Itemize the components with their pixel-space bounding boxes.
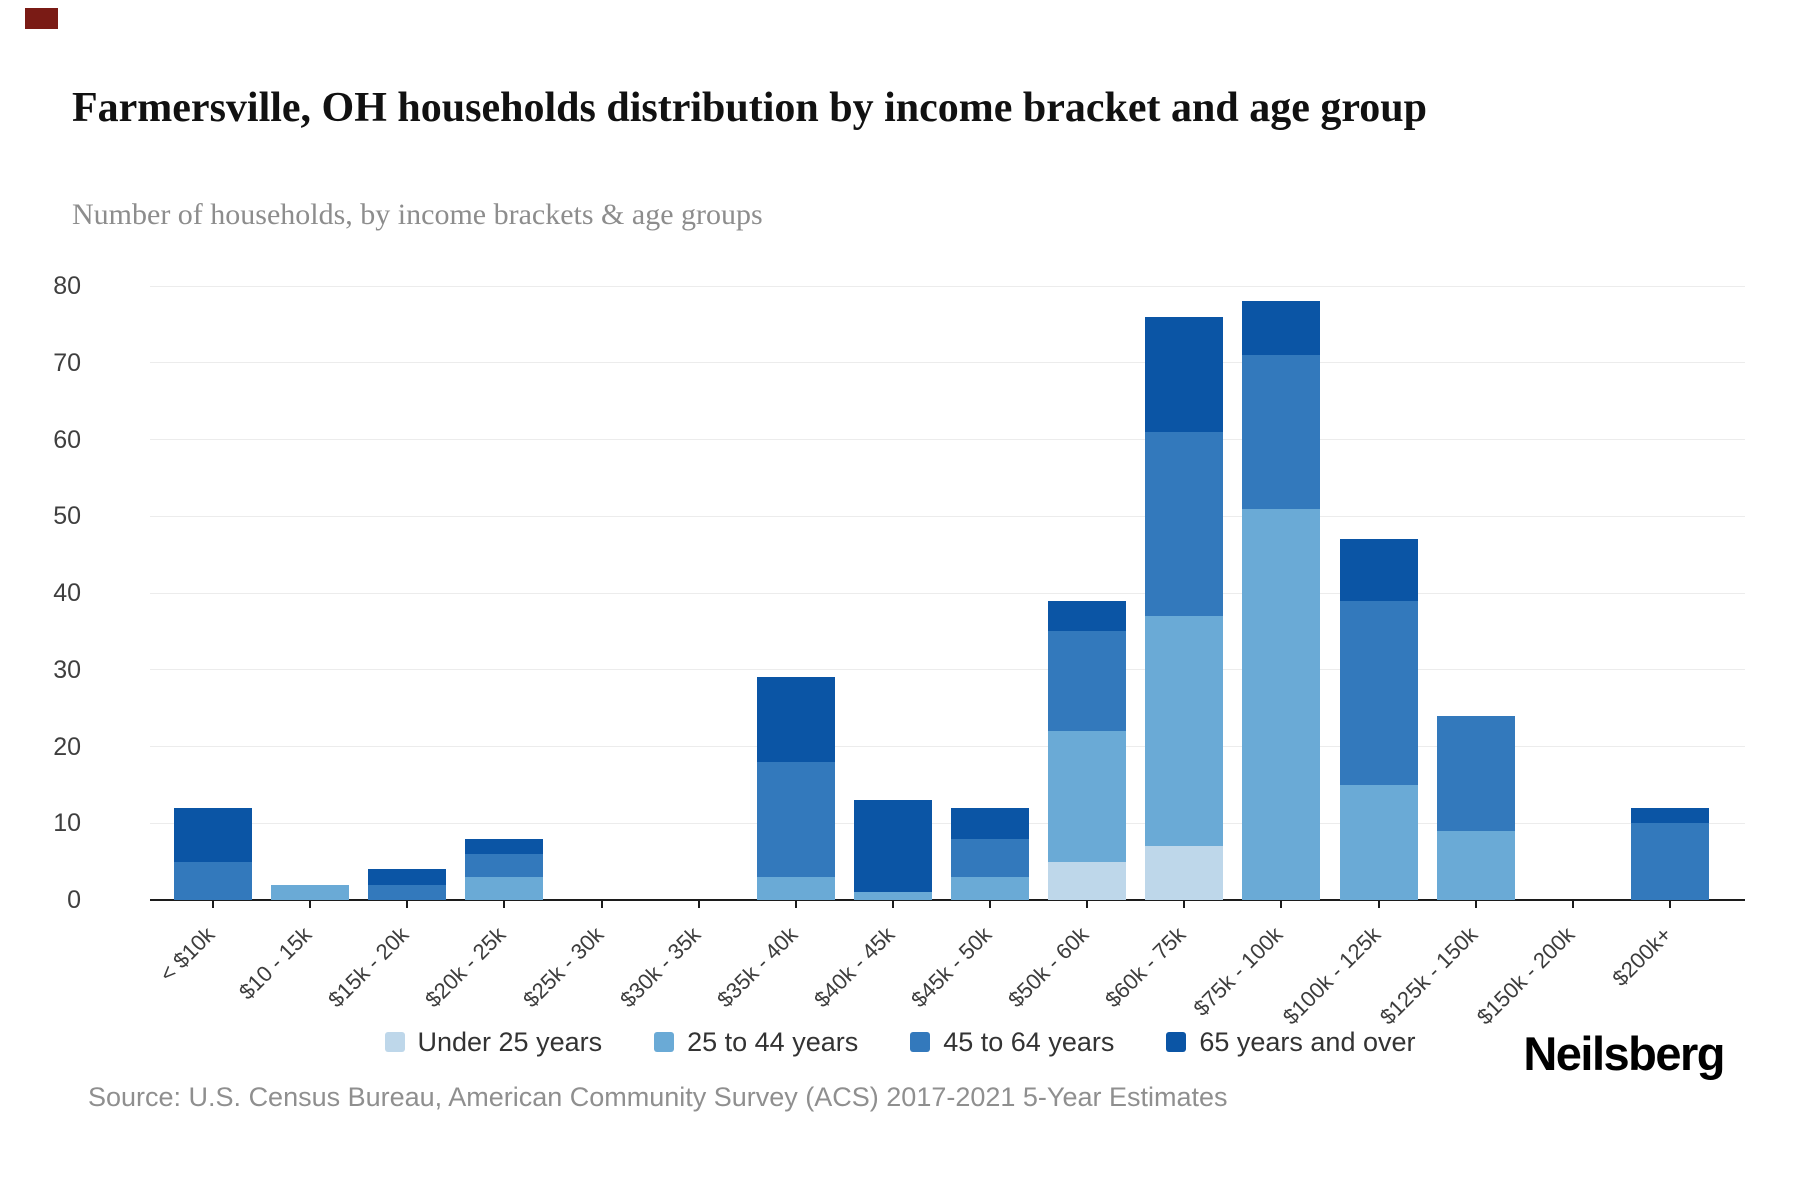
legend-item[interactable]: 25 to 44 years <box>654 1027 858 1058</box>
x-axis-tick <box>600 900 603 908</box>
gridline-y-10 <box>150 822 1745 824</box>
bar-segment-11[interactable] <box>1242 355 1321 509</box>
legend-swatch-icon <box>384 1032 405 1052</box>
x-axis-tick <box>309 900 312 908</box>
bar-segment-10[interactable] <box>1145 316 1224 432</box>
x-axis-tick <box>1474 900 1477 908</box>
x-axis-tick <box>891 900 894 908</box>
bar-segment-12[interactable] <box>1339 600 1418 785</box>
bar-segment-13[interactable] <box>1436 715 1515 831</box>
x-axis-tick <box>989 900 992 908</box>
gridline-y-80 <box>150 285 1745 287</box>
x-axis-tick <box>1377 900 1380 908</box>
gridline-y-60 <box>150 439 1745 440</box>
bar-segment-11[interactable] <box>1242 301 1321 356</box>
bar-segment-8[interactable] <box>951 838 1030 877</box>
bar-segment-8[interactable] <box>951 807 1030 839</box>
source-note: Source: U.S. Census Bureau, American Com… <box>88 1082 1228 1112</box>
bar-segment-10[interactable] <box>1145 431 1224 617</box>
legend-label: Under 25 years <box>417 1026 603 1057</box>
bar-segment-10[interactable] <box>1145 616 1224 847</box>
gridline-y-50 <box>150 515 1745 517</box>
bar-segment-2[interactable] <box>368 869 447 885</box>
bar-segment-1[interactable] <box>271 884 350 900</box>
bar-segment-0[interactable] <box>174 807 252 862</box>
y-axis-tick-label: 40 <box>53 579 81 607</box>
bar-segment-7[interactable] <box>853 892 932 900</box>
bar-segment-13[interactable] <box>1436 830 1515 900</box>
x-axis-tick <box>503 900 506 908</box>
bar-segment-9[interactable] <box>1048 861 1127 900</box>
y-axis-tick-label: 20 <box>53 732 81 761</box>
y-axis-tick-label: 60 <box>53 425 81 454</box>
legend-swatch-icon <box>910 1032 931 1052</box>
bar-segment-12[interactable] <box>1339 784 1418 900</box>
bar-segment-6[interactable] <box>756 876 835 900</box>
legend-label: 65 years and over <box>1199 1026 1416 1057</box>
bar-segment-6[interactable] <box>756 761 835 877</box>
bar-segment-2[interactable] <box>368 884 447 900</box>
gridline-y-30 <box>150 669 1745 671</box>
bar-segment-11[interactable] <box>1242 508 1321 900</box>
x-axis-tick <box>1086 900 1089 908</box>
x-axis-tick <box>1183 900 1186 908</box>
bar-segment-3[interactable] <box>465 876 544 900</box>
neilsberg-logo: Neilsberg <box>1523 1027 1725 1080</box>
gridline-y-70 <box>150 362 1745 364</box>
bar-segment-0[interactable] <box>174 861 252 900</box>
legend-label: 45 to 64 years <box>943 1026 1115 1057</box>
x-axis-tick <box>1571 900 1574 908</box>
bar-segment-3[interactable] <box>465 838 544 854</box>
x-axis-tick <box>697 900 700 908</box>
bar-segment-10[interactable] <box>1145 846 1224 900</box>
y-axis-tick-label: 70 <box>53 348 81 377</box>
x-axis-line <box>150 899 1745 901</box>
chart-title: Farmersville, OH households distribution… <box>72 85 1427 132</box>
legend-item[interactable]: 65 years and over <box>1166 1026 1416 1058</box>
bar-segment-6[interactable] <box>756 677 835 762</box>
bar-segment-15[interactable] <box>1630 823 1709 900</box>
plot-area: 0 10 20 30 40 50 60 70 80 < $10k $10 - 15k $15k - 2… <box>53 274 1745 1029</box>
y-axis-tick-label: 10 <box>53 809 81 838</box>
bar-segment-9[interactable] <box>1048 631 1127 732</box>
x-axis-tick <box>212 900 214 908</box>
bar-segment-7[interactable] <box>853 800 932 893</box>
chart-legend: Under 25 years 25 to 44 years 45 to 64 yea… <box>0 1020 1800 1064</box>
bar-segment-9[interactable] <box>1048 600 1127 632</box>
window-accent-mark <box>25 8 58 29</box>
legend-item[interactable]: 45 to 64 years <box>910 1027 1114 1058</box>
chart-subtitle: Number of households, by income brackets… <box>72 198 763 231</box>
gridline-y-40 <box>150 592 1745 594</box>
legend-item[interactable]: Under 25 years <box>384 1026 603 1058</box>
legend-label: 25 to 44 years <box>687 1026 859 1057</box>
x-axis-tick <box>1668 900 1671 908</box>
bar-segment-9[interactable] <box>1048 731 1127 862</box>
bar-segment-8[interactable] <box>951 876 1030 900</box>
y-axis-tick-label: 50 <box>53 502 81 531</box>
y-axis-tick-label: 30 <box>53 655 81 684</box>
legend-swatch-icon <box>1166 1032 1187 1052</box>
x-axis-tick <box>1280 900 1283 908</box>
bar-segment-12[interactable] <box>1339 539 1418 601</box>
bar-segment-15[interactable] <box>1630 807 1709 824</box>
x-axis-tick <box>406 900 409 908</box>
gridline-y-20 <box>150 746 1745 747</box>
y-axis-tick-label: 80 <box>53 272 81 300</box>
bar-segment-3[interactable] <box>465 853 544 877</box>
legend-swatch-icon <box>654 1032 675 1052</box>
x-axis-tick <box>794 900 797 908</box>
y-axis-tick-label: 0 <box>67 886 81 914</box>
